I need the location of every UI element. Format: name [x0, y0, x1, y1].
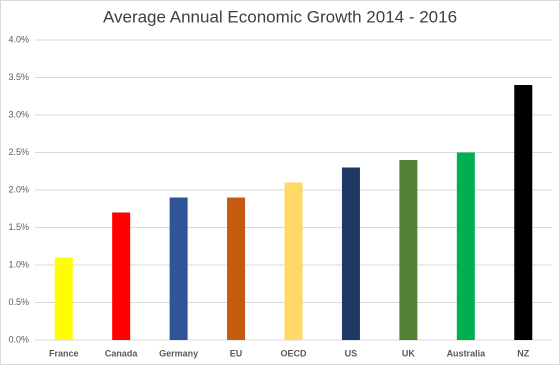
x-tick-label: France: [49, 348, 79, 358]
x-tick-label: US: [345, 348, 358, 358]
x-tick-label: Canada: [105, 348, 139, 358]
x-tick-label: Australia: [447, 348, 487, 358]
y-tick-label: 4.0%: [8, 34, 29, 44]
bar: [54, 257, 73, 340]
x-tick-label: OECD: [280, 348, 307, 358]
y-tick-label: 0.0%: [8, 334, 29, 344]
bar: [341, 167, 360, 340]
y-tick-label: 0.5%: [8, 297, 29, 307]
x-tick-label: UK: [402, 348, 415, 358]
y-tick-label: 3.0%: [8, 109, 29, 119]
x-tick-label: EU: [230, 348, 243, 358]
bar: [399, 160, 418, 340]
y-tick-label: 2.0%: [8, 184, 29, 194]
y-tick-label: 3.5%: [8, 72, 29, 82]
y-tick-label: 1.0%: [8, 259, 29, 269]
bar: [284, 182, 303, 340]
bar: [169, 197, 188, 340]
chart-title: Average Annual Economic Growth 2014 - 20…: [103, 7, 457, 26]
x-tick-label: Germany: [159, 348, 198, 358]
bar: [227, 197, 246, 340]
x-tick-label: NZ: [517, 348, 529, 358]
y-tick-label: 2.5%: [8, 147, 29, 157]
y-tick-label: 1.5%: [8, 222, 29, 232]
bar: [456, 152, 475, 340]
bar: [112, 212, 131, 340]
bar: [514, 85, 533, 340]
